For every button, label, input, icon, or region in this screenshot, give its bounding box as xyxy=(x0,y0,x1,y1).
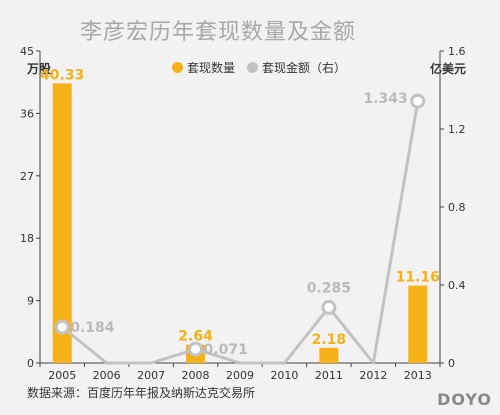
left-tick-label: 45 xyxy=(20,45,34,58)
legend-item-line: 套现金额（右） xyxy=(247,59,346,76)
legend-label-bar: 套现数量 xyxy=(187,61,236,75)
right-tick-label: 1.6 xyxy=(448,45,466,58)
x-tick-label: 2012 xyxy=(359,369,387,382)
x-tick-label: 2010 xyxy=(270,369,298,382)
legend-item-bar: 套现数量 xyxy=(172,59,235,76)
right-tick-label: 0.8 xyxy=(448,201,466,214)
bar xyxy=(408,285,428,363)
bar-data-label: 11.16 xyxy=(396,270,440,286)
legend: 套现数量 套现金额（右） xyxy=(172,59,358,76)
x-tick-label: 2005 xyxy=(48,369,76,382)
line-point xyxy=(54,319,70,335)
line-point xyxy=(188,341,204,357)
line-point xyxy=(321,299,337,315)
line-point xyxy=(410,93,426,109)
line-data-label: 0.184 xyxy=(70,320,115,336)
line-series xyxy=(61,100,420,365)
right-tick-label: 1.2 xyxy=(448,123,466,136)
legend-swatch-bar xyxy=(172,62,183,73)
left-tick-label: 0 xyxy=(27,357,34,370)
bar-data-label: 2.18 xyxy=(312,332,347,348)
source-note: 数据来源：百度历年年报及纳斯达克交易所 xyxy=(27,386,256,400)
x-tick-label: 2013 xyxy=(404,369,432,382)
left-tick-label: 27 xyxy=(20,170,34,183)
x-tick-label: 2007 xyxy=(137,369,165,382)
x-tick-label: 2008 xyxy=(182,369,210,382)
line-data-label: 0.285 xyxy=(307,280,351,296)
line-data-label: 0.071 xyxy=(204,342,248,358)
left-axis-unit: 万股 xyxy=(27,62,52,76)
legend-label-line: 套现金额（右） xyxy=(262,61,347,75)
left-tick-label: 9 xyxy=(27,295,34,308)
chart-title: 李彦宏历年套现数量及金额 xyxy=(80,20,357,45)
right-tick-label: 0.4 xyxy=(448,279,466,292)
x-tick-label: 2009 xyxy=(226,369,254,382)
legend-swatch-line xyxy=(247,62,259,73)
line-data-label: 1.343 xyxy=(363,91,407,107)
right-tick-label: 0 xyxy=(448,357,455,370)
left-tick-label: 36 xyxy=(20,107,34,120)
left-tick-label: 18 xyxy=(20,232,34,245)
bar-data-label: 40.33 xyxy=(40,67,84,83)
x-tick-label: 2006 xyxy=(93,369,121,382)
brand-logo: DOYO xyxy=(437,390,492,409)
bar xyxy=(52,83,72,364)
bar xyxy=(319,347,339,363)
x-tick-label: 2011 xyxy=(315,369,343,382)
right-axis-unit: 亿美元 xyxy=(430,62,467,76)
bar-data-label: 2.64 xyxy=(178,329,213,345)
